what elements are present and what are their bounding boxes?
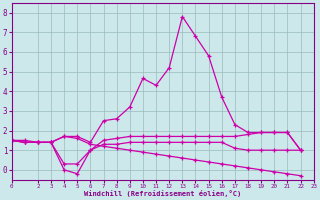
X-axis label: Windchill (Refroidissement éolien,°C): Windchill (Refroidissement éolien,°C) xyxy=(84,190,241,197)
